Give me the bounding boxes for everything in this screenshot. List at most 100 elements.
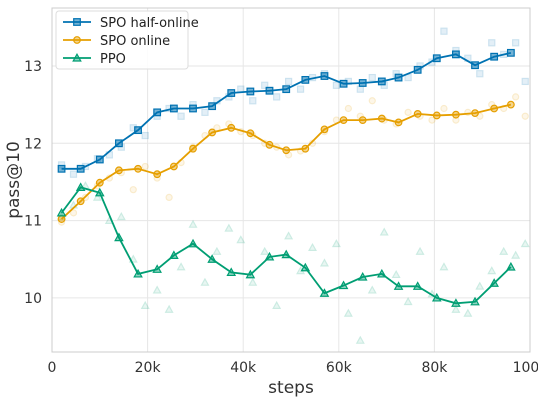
raw-point-2	[152, 285, 162, 294]
legend-swatch-marker	[73, 18, 81, 26]
series-point-2	[226, 267, 237, 277]
raw-point-2	[212, 246, 222, 255]
raw-point-2	[439, 262, 449, 271]
raw-point-2	[260, 246, 270, 255]
series-point-1	[57, 215, 66, 223]
series-point-1	[282, 146, 291, 155]
series-point-0	[339, 79, 348, 88]
series-1	[57, 100, 515, 223]
series-point-2	[470, 296, 480, 306]
series-point-1	[394, 118, 403, 127]
series-point-0	[490, 52, 499, 61]
series-layer	[56, 48, 516, 307]
raw-point-2	[343, 308, 353, 317]
raw-point-1	[165, 193, 173, 201]
series-point-1	[339, 116, 348, 124]
legend: SPO half-online SPO online PPO	[55, 10, 199, 70]
series-point-1	[265, 140, 274, 149]
legend-label: SPO half-online	[100, 16, 199, 31]
raw-point-2	[248, 277, 258, 286]
raw-point-0	[285, 77, 293, 86]
series-point-0	[432, 54, 441, 63]
series-point-1	[208, 128, 217, 137]
series-point-0	[394, 73, 403, 82]
raw-point-2	[319, 258, 329, 267]
series-point-2	[319, 288, 330, 297]
x-tick-label: 0	[48, 360, 57, 376]
series-point-2	[338, 280, 349, 290]
raw-point-0	[261, 81, 269, 89]
x-tick-label: 40k	[230, 360, 257, 376]
raw-point-1	[225, 120, 233, 128]
series-point-0	[413, 65, 422, 74]
series-point-2	[114, 232, 124, 242]
raw-scatter-layer	[57, 27, 530, 344]
series-point-2	[188, 238, 198, 248]
raw-point-2	[511, 250, 521, 259]
raw-point-1	[141, 162, 149, 171]
series-point-2	[152, 264, 162, 273]
legend-swatch-marker	[72, 52, 82, 62]
series-line-2	[60, 186, 512, 305]
series-point-1	[490, 104, 499, 113]
series-point-2	[393, 281, 404, 290]
legend-box	[55, 10, 189, 70]
series-point-1	[134, 164, 142, 173]
raw-point-2	[355, 335, 365, 344]
series-point-1	[358, 116, 367, 124]
series-point-0	[320, 72, 329, 80]
series-point-0	[153, 108, 162, 117]
raw-point-2	[116, 212, 126, 221]
tick-labels: 0 20k 40k 60k 80k 100k 10 11 12 13	[24, 59, 538, 376]
legend-label: SPO online	[100, 34, 170, 49]
raw-point-2	[236, 235, 246, 244]
series-point-1	[471, 109, 479, 118]
series-point-2	[489, 278, 499, 287]
series-point-0	[169, 104, 178, 113]
raw-point-0	[141, 131, 149, 140]
series-point-2	[169, 250, 179, 260]
raw-point-2	[499, 246, 509, 255]
raw-point-0	[356, 85, 364, 93]
raw-point-1	[129, 186, 137, 194]
raw-point-0	[440, 27, 448, 35]
series-point-2	[75, 182, 86, 191]
legend-label: PPO	[100, 52, 126, 67]
raw-point-2	[164, 304, 174, 313]
series-point-0	[95, 155, 104, 164]
raw-point-2	[176, 262, 186, 271]
raw-point-2	[308, 242, 317, 252]
series-point-1	[153, 170, 162, 179]
raw-point-1	[344, 104, 352, 113]
raw-point-2	[188, 219, 198, 228]
series-point-2	[56, 207, 67, 217]
raw-point-2	[272, 300, 282, 309]
series-point-0	[76, 164, 85, 173]
series-point-1	[189, 144, 197, 153]
series-point-0	[358, 79, 367, 87]
raw-point-0	[296, 85, 305, 93]
y-tick-label: 12	[24, 136, 42, 152]
raw-point-0	[249, 97, 257, 105]
y-axis-label: pass@10	[4, 141, 24, 219]
y-tick-label: 10	[24, 291, 42, 307]
series-point-1	[377, 114, 386, 123]
series-point-1	[115, 166, 123, 175]
plot-frame	[51, 7, 531, 353]
series-point-2	[300, 262, 311, 272]
series-point-1	[301, 144, 310, 153]
series-point-1	[320, 125, 329, 134]
raw-point-1	[368, 97, 376, 105]
series-point-1	[246, 129, 255, 138]
y-tick-label: 11	[24, 214, 42, 230]
series-point-0	[189, 104, 197, 113]
series-point-1	[413, 110, 422, 118]
series-point-0	[115, 139, 123, 148]
raw-point-2	[92, 192, 102, 201]
raw-point-2	[451, 304, 461, 313]
x-tick-label: 100k	[513, 360, 538, 376]
raw-point-1	[512, 93, 520, 101]
series-line-1	[60, 103, 512, 220]
series-point-0	[57, 164, 66, 173]
